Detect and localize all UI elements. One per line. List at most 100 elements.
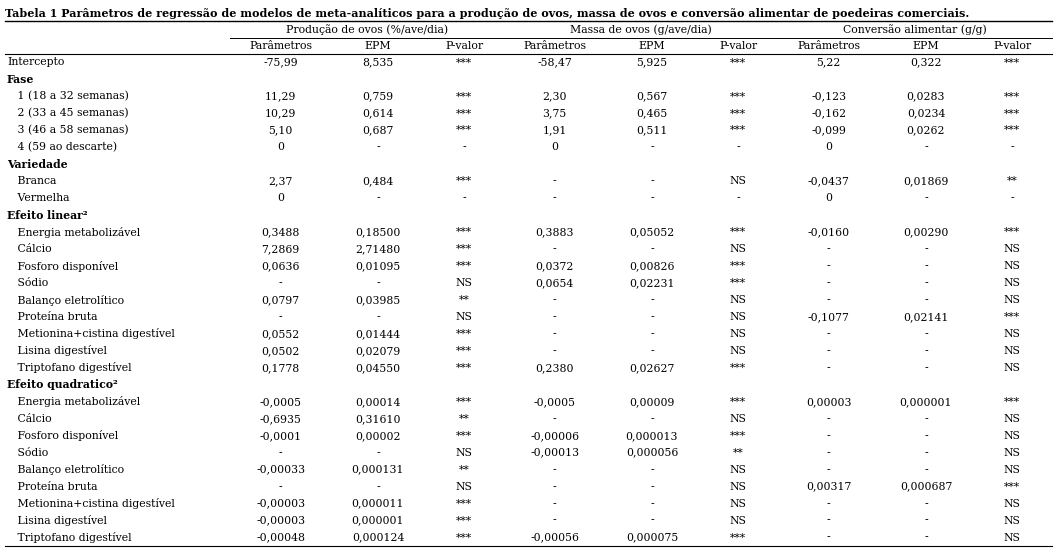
Text: ***: ***	[457, 261, 472, 271]
Text: 0,000001: 0,000001	[900, 397, 952, 407]
Text: -: -	[463, 193, 466, 203]
Text: ***: ***	[1004, 125, 1020, 135]
Text: -: -	[650, 329, 654, 339]
Text: -: -	[553, 481, 556, 492]
Text: 0,00003: 0,00003	[805, 397, 852, 407]
Text: ***: ***	[457, 176, 472, 186]
Text: Balanço eletrolítico: Balanço eletrolítico	[7, 464, 124, 475]
Text: -0,0437: -0,0437	[808, 176, 850, 186]
Text: Produção de ovos (%/ave/dia): Produção de ovos (%/ave/dia)	[286, 24, 448, 35]
Text: 0,00290: 0,00290	[904, 227, 948, 237]
Text: -: -	[924, 244, 928, 254]
Text: EPM: EPM	[638, 41, 665, 51]
Text: 1 (18 a 32 semanas): 1 (18 a 32 semanas)	[7, 91, 129, 102]
Text: NS: NS	[1004, 278, 1021, 288]
Text: ***: ***	[730, 533, 746, 543]
Text: ***: ***	[457, 244, 472, 254]
Text: -: -	[827, 261, 831, 271]
Text: -: -	[924, 329, 928, 339]
Text: NS: NS	[1004, 431, 1021, 441]
Text: 0,000001: 0,000001	[352, 515, 404, 525]
Text: Lisina digestível: Lisina digestível	[7, 515, 107, 526]
Text: -: -	[924, 414, 928, 424]
Text: 0,02231: 0,02231	[629, 278, 674, 288]
Text: NS: NS	[729, 481, 746, 492]
Text: -: -	[279, 278, 282, 288]
Text: 2,30: 2,30	[542, 91, 567, 101]
Text: 0,02627: 0,02627	[629, 363, 674, 373]
Text: 3,75: 3,75	[542, 108, 567, 118]
Text: 0,000131: 0,000131	[352, 465, 404, 475]
Text: ***: ***	[730, 397, 746, 407]
Text: NS: NS	[729, 499, 746, 509]
Text: 0,2380: 0,2380	[536, 363, 574, 373]
Text: Triptofano digestível: Triptofano digestível	[7, 532, 132, 543]
Text: 0,01869: 0,01869	[904, 176, 948, 186]
Text: Sódio: Sódio	[7, 448, 49, 458]
Text: -0,00003: -0,00003	[256, 499, 305, 509]
Text: 0,3883: 0,3883	[536, 227, 574, 237]
Text: Efeito linear²: Efeito linear²	[7, 210, 88, 221]
Text: -: -	[827, 448, 831, 458]
Text: NS: NS	[1004, 499, 1021, 509]
Text: -: -	[553, 176, 556, 186]
Text: -: -	[827, 278, 831, 288]
Text: 0,759: 0,759	[363, 91, 393, 101]
Text: 0: 0	[277, 193, 284, 203]
Text: -0,0005: -0,0005	[260, 397, 301, 407]
Text: NS: NS	[1004, 465, 1021, 475]
Text: NS: NS	[1004, 244, 1021, 254]
Text: Cálcio: Cálcio	[7, 414, 52, 424]
Text: -0,00056: -0,00056	[531, 533, 579, 543]
Text: -: -	[827, 329, 831, 339]
Text: ***: ***	[457, 329, 472, 339]
Text: ***: ***	[1004, 481, 1020, 492]
Text: -: -	[553, 499, 556, 509]
Text: ***: ***	[457, 108, 472, 118]
Text: NS: NS	[1004, 295, 1021, 305]
Text: NS: NS	[456, 278, 472, 288]
Text: 0,000687: 0,000687	[900, 481, 952, 492]
Text: 0,00002: 0,00002	[355, 431, 401, 441]
Text: 0,0552: 0,0552	[261, 329, 300, 339]
Text: -: -	[376, 278, 379, 288]
Text: NS: NS	[729, 515, 746, 525]
Text: -0,00013: -0,00013	[531, 448, 579, 458]
Text: Variedade: Variedade	[7, 159, 68, 170]
Text: 0,0502: 0,0502	[261, 346, 300, 356]
Text: Fase: Fase	[7, 74, 35, 85]
Text: Proteína bruta: Proteína bruta	[7, 312, 97, 322]
Text: 1,91: 1,91	[542, 125, 567, 135]
Text: 0,687: 0,687	[363, 125, 393, 135]
Text: -0,0005: -0,0005	[534, 397, 576, 407]
Text: ***: ***	[1004, 57, 1020, 67]
Text: -: -	[650, 499, 654, 509]
Text: -0,6935: -0,6935	[260, 414, 301, 424]
Text: Triptofano digestível: Triptofano digestível	[7, 363, 132, 374]
Text: ***: ***	[730, 431, 746, 441]
Text: 0,0636: 0,0636	[261, 261, 300, 271]
Text: 5,22: 5,22	[816, 57, 841, 67]
Text: Fosforo disponível: Fosforo disponível	[7, 261, 118, 271]
Text: **: **	[459, 414, 469, 424]
Text: -: -	[827, 295, 831, 305]
Text: ***: ***	[457, 533, 472, 543]
Text: -: -	[924, 515, 928, 525]
Text: Massa de ovos (g/ave/dia): Massa de ovos (g/ave/dia)	[570, 24, 711, 35]
Text: -: -	[924, 431, 928, 441]
Text: Metionina+cistina digestível: Metionina+cistina digestível	[7, 498, 174, 509]
Text: 7,2869: 7,2869	[261, 244, 300, 254]
Text: **: **	[459, 465, 469, 475]
Text: P-valor: P-valor	[719, 41, 757, 51]
Text: -: -	[650, 193, 654, 203]
Text: ***: ***	[1004, 397, 1020, 407]
Text: 0,0654: 0,0654	[536, 278, 574, 288]
Text: -: -	[650, 244, 654, 254]
Text: 0,322: 0,322	[910, 57, 942, 67]
Text: ***: ***	[457, 363, 472, 373]
Text: -: -	[650, 414, 654, 424]
Text: ***: ***	[457, 515, 472, 525]
Text: NS: NS	[456, 448, 472, 458]
Text: -: -	[279, 448, 282, 458]
Text: NS: NS	[1004, 515, 1021, 525]
